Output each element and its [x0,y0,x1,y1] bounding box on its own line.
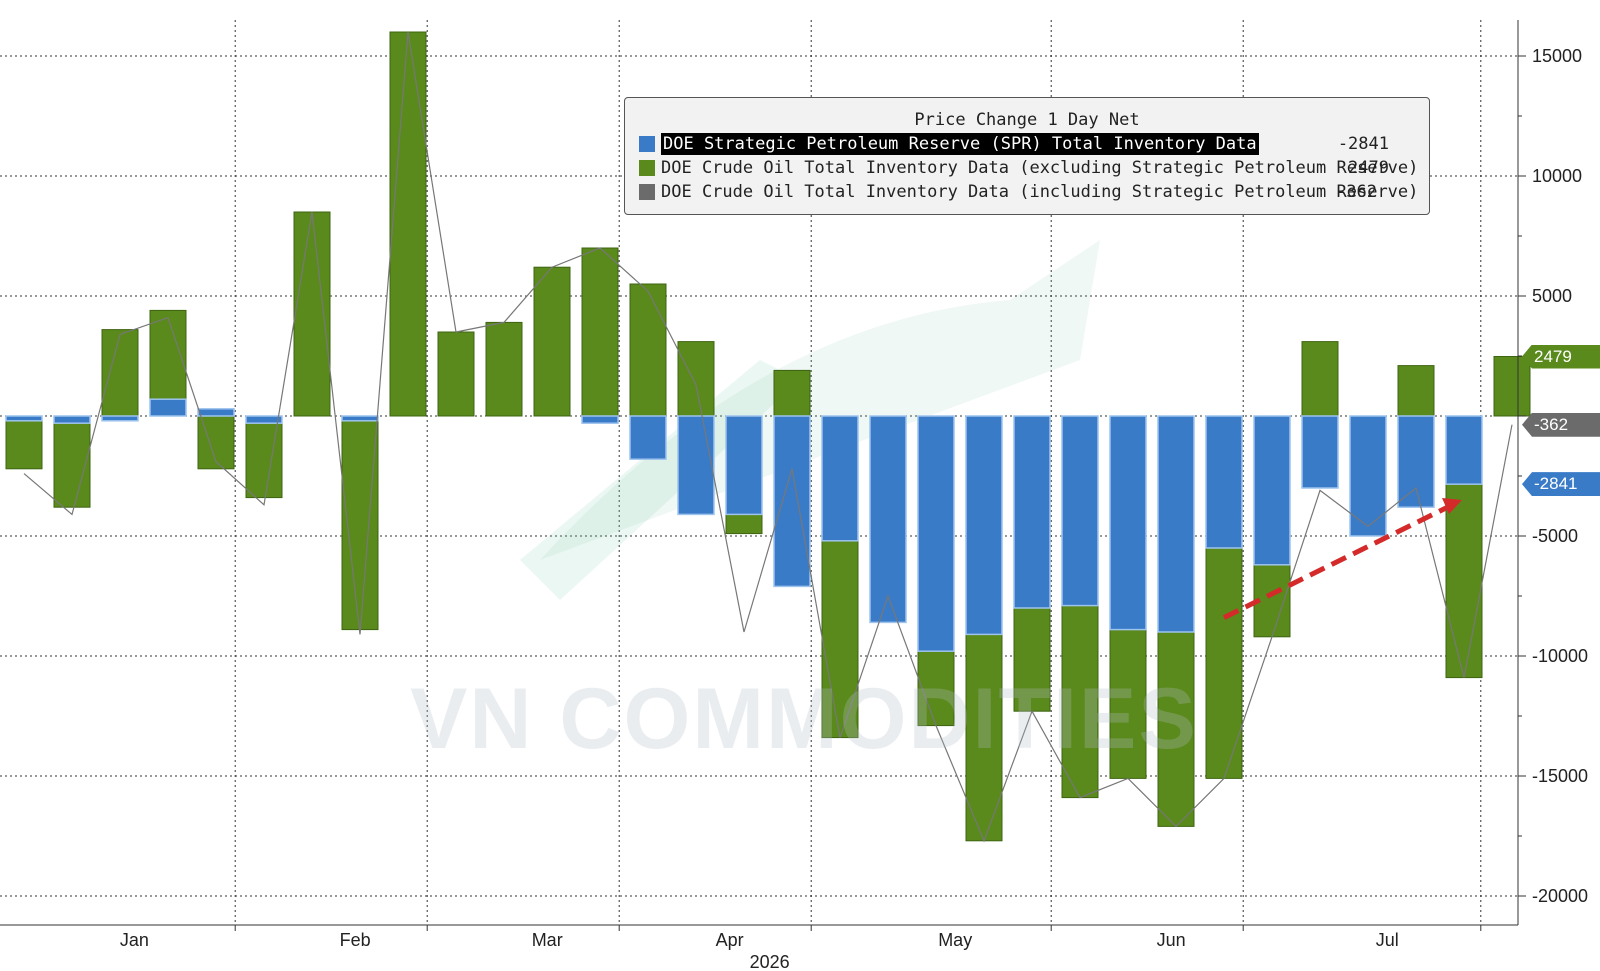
legend-swatch [639,160,655,176]
bar-spr [1205,415,1243,549]
bar-crude-excl-spr [293,211,331,417]
bar-spr [245,415,283,424]
bar-crude-excl-spr [1493,356,1531,417]
bar-spr [1109,415,1147,631]
bar-crude-excl-spr [485,321,523,417]
x-tick-label: Apr [716,930,744,950]
legend-label: DOE Crude Oil Total Inventory Data (incl… [661,182,1419,202]
bar-spr [581,415,619,424]
bar-spr [1349,415,1387,537]
x-tick-label: Mar [532,930,563,950]
y-tick-label: -5000 [1532,526,1578,546]
last-value-tag: 2479 [1522,344,1600,369]
x-year-label: 2026 [750,952,790,971]
watermark: VN COMMODITIES [410,671,1198,767]
bar-spr [869,415,907,624]
bar-crude-excl-spr [149,309,187,417]
bar-spr [53,415,91,424]
bar-crude-excl-spr [581,247,619,417]
bar-spr [341,415,379,422]
bar-spr [965,415,1003,636]
y-tick-label: 10000 [1532,166,1582,186]
bar-spr [821,415,859,542]
bar-spr [197,408,235,417]
bar-spr [1445,415,1483,485]
bar-spr [1061,415,1099,607]
bar-spr [101,415,139,422]
legend-value: 2479 [1348,158,1389,178]
y-tick-label: -20000 [1532,886,1588,906]
net-line-series [23,31,1513,843]
bar-spr [677,415,715,516]
bar-crude-excl-spr [773,369,811,417]
bar-crude-excl-spr [389,31,427,417]
legend-label: DOE Strategic Petroleum Reserve (SPR) To… [661,133,1259,155]
bar-spr [1253,415,1291,566]
bar-crude-excl-spr [341,415,379,631]
x-tick-label: Feb [340,930,371,950]
legend-value: -2841 [1337,134,1389,154]
y-tick-label: -10000 [1532,646,1588,666]
trend-arrow-line [1222,502,1454,620]
legend: Price Change 1 Day Net DOE Strategic Pet… [624,97,1430,215]
bar-crude-excl-spr [677,341,715,417]
legend-title: Price Change 1 Day Net [914,110,1140,130]
trend-arrow-head [1442,498,1462,514]
axes: 15000 10000 5000 -5000 -10000 -15000 -20000 Jan… [0,20,1588,971]
bar-crude-excl-spr [53,415,91,508]
x-tick-label: May [938,930,972,950]
bar-spr [773,415,811,588]
bar-spr [5,415,43,422]
trend-arrow-annotation [1222,498,1462,620]
legend-swatch [639,136,655,152]
x-tick-label: Jul [1376,930,1399,950]
bar-spr [149,398,187,417]
bar-spr [725,415,763,516]
bar-spr [917,415,955,652]
bar-crude-excl-spr [437,331,475,417]
bar-spr [1397,415,1435,508]
y-tick-label: -15000 [1532,766,1588,786]
bar-crude-excl-spr [1301,341,1339,417]
x-tick-label: Jun [1157,930,1186,950]
bar-crude-excl-spr [101,329,139,417]
y-tick-label: 5000 [1532,286,1572,306]
x-tick-label: Jan [120,930,149,950]
last-value-tag: -362 [1522,412,1600,437]
line-crude-incl-spr [23,31,1513,843]
bar-crude-excl-spr [629,283,667,417]
legend-swatch [639,184,655,200]
bar-crude-excl-spr [5,415,43,470]
legend-item-crude-incl: DOE Crude Oil Total Inventory Data (incl… [637,181,1419,203]
y-tick-label: 15000 [1532,46,1582,66]
bar-spr [1301,415,1339,489]
legend-item-crude-excl: DOE Crude Oil Total Inventory Data (excl… [637,157,1419,179]
bar-series [5,31,1531,842]
bar-crude-excl-spr [1397,365,1435,417]
bar-crude-excl-spr [533,266,571,417]
last-value-tag: -2841 [1522,472,1600,497]
legend-label: DOE Crude Oil Total Inventory Data (excl… [661,158,1419,178]
bar-spr [1013,415,1051,609]
legend-value: -362 [1336,182,1377,202]
legend-item-spr: DOE Strategic Petroleum Reserve (SPR) To… [637,133,1417,155]
bar-spr [629,415,667,460]
bar-spr [1157,415,1195,633]
